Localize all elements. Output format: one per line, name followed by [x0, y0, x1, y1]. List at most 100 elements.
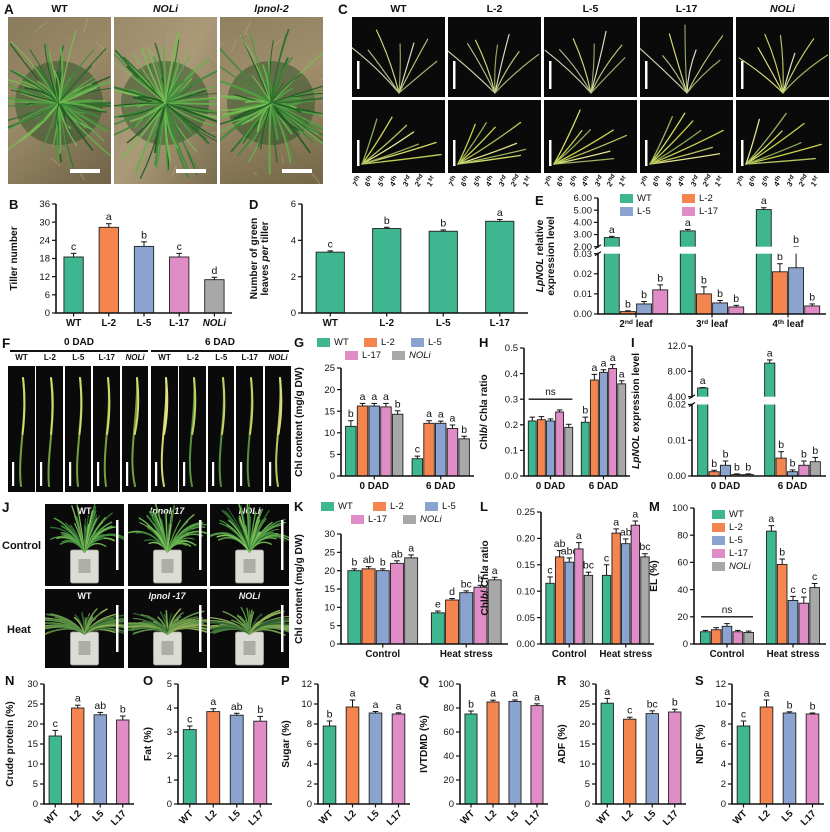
svg-text:L5: L5 — [91, 808, 107, 824]
svg-text:WT: WT — [459, 808, 478, 827]
panel-a-label-noli: NOLi — [152, 3, 179, 15]
svg-text:c: c — [547, 564, 552, 576]
legend-swatch — [351, 515, 364, 524]
svg-text:0: 0 — [449, 799, 454, 810]
grass-clump-image — [114, 31, 217, 179]
legend-item: NOLi — [392, 350, 439, 361]
leaf-photo — [207, 366, 235, 492]
panel-a-label-lpnol2: lpnol-2 — [254, 3, 289, 15]
svg-text:a: a — [373, 699, 379, 711]
svg-text:c: c — [801, 585, 806, 597]
legend-label: L-2 — [729, 522, 743, 533]
svg-text:b: b — [701, 274, 707, 286]
svg-text:0.2: 0.2 — [505, 420, 518, 431]
legend-swatch — [392, 351, 405, 360]
leaf-photo — [36, 366, 63, 492]
svg-text:18: 18 — [39, 254, 50, 265]
svg-text:5: 5 — [330, 450, 335, 461]
svg-text:0: 0 — [585, 799, 590, 810]
svg-text:O: O — [143, 673, 153, 688]
svg-text:2: 2 — [167, 751, 172, 762]
scale-bar — [211, 462, 214, 486]
legend-swatch — [712, 562, 725, 571]
scale-bar — [281, 605, 284, 652]
leaf-photo — [640, 100, 733, 173]
svg-text:a: a — [75, 693, 81, 705]
svg-text:0: 0 — [683, 639, 688, 650]
legend-item: NOLi — [403, 514, 455, 525]
legend-swatch — [317, 338, 330, 347]
chart-R: R WT L2 L5 L17 a c bc b 0 5 10 15 20 25 30 ADF (%) — [557, 673, 686, 828]
scale-bar — [645, 140, 648, 166]
svg-text:6: 6 — [721, 739, 726, 750]
svg-text:80: 80 — [443, 703, 454, 714]
svg-text:c: c — [627, 705, 632, 717]
svg-text:Control: Control — [552, 649, 587, 660]
svg-text:0: 0 — [33, 799, 38, 810]
legend-row: WT — [712, 508, 772, 521]
leaf-rank-label: 1st — [713, 174, 724, 189]
leaf-photo — [640, 17, 733, 97]
svg-text:a: a — [619, 368, 625, 380]
svg-text:M: M — [649, 499, 660, 514]
legend-label: L-2 — [390, 501, 404, 512]
legend-item: L-5 — [411, 337, 458, 348]
svg-text:0.02: 0.02 — [574, 269, 593, 280]
svg-text:Q: Q — [419, 673, 429, 688]
chart-Q: Q WT L2 L5 L17 b a a a 0 20 40 60 80 100 IVTDMD (%) — [419, 673, 548, 828]
svg-text:100: 100 — [672, 503, 688, 514]
legend-item: L-5 — [425, 501, 477, 512]
svg-text:10: 10 — [715, 699, 726, 710]
svg-text:40: 40 — [677, 585, 688, 596]
svg-text:L5: L5 — [643, 808, 659, 824]
chart-B: B WT L-2 L-5 L-17 NOLi c a b c d 0 6 12 18 24 30 36 Tiller… — [9, 197, 232, 329]
legend-row: L-2 — [712, 521, 772, 534]
svg-text:0.1: 0.1 — [505, 446, 518, 457]
leaf-photo — [64, 366, 92, 492]
svg-text:0.01: 0.01 — [574, 289, 593, 300]
legend-label: NOLi — [409, 350, 431, 361]
scale-bar — [645, 61, 648, 89]
chart-P: P WT L2 L5 L17 b a a a 0 2 4 6 8 10 12 Sugar (%) — [281, 673, 410, 828]
svg-text:a: a — [371, 391, 377, 403]
scale-bar — [357, 61, 360, 89]
svg-text:0 DAD: 0 DAD — [360, 481, 389, 492]
panel-f-column-label: NOLi — [125, 353, 145, 362]
svg-text:L17: L17 — [109, 808, 129, 828]
svg-text:a: a — [609, 224, 615, 236]
svg-text:bc: bc — [647, 698, 658, 710]
leaf-rank-label: 1st — [617, 174, 628, 189]
svg-text:2: 2 — [291, 272, 296, 283]
svg-text:6: 6 — [307, 739, 312, 750]
svg-text:a: a — [426, 408, 432, 420]
panel-j-row-heat: Heat — [7, 624, 31, 636]
scale-bar — [70, 169, 100, 173]
svg-text:L17: L17 — [247, 808, 267, 828]
panel-f-column-label: L-2 — [186, 353, 199, 362]
svg-text:b: b — [440, 217, 446, 229]
leaf-photo — [736, 17, 829, 97]
svg-text:abc: abc — [561, 545, 578, 557]
svg-text:Sugar (%): Sugar (%) — [281, 720, 292, 768]
svg-text:L17: L17 — [799, 808, 819, 828]
legend-row: WT L-2 L-5 — [317, 336, 458, 349]
svg-text:20: 20 — [27, 719, 38, 730]
plant-photo — [114, 17, 217, 184]
svg-text:Chlb/ Chla ratio: Chlb/ Chla ratio — [480, 540, 491, 615]
svg-text:30: 30 — [324, 529, 335, 540]
scale-bar — [281, 520, 284, 570]
scale-bar — [198, 520, 201, 570]
svg-text:0.00: 0.00 — [517, 639, 536, 650]
svg-text:3.00: 3.00 — [574, 230, 593, 241]
svg-text:b: b — [348, 408, 354, 420]
svg-text:c: c — [812, 571, 817, 583]
svg-text:b: b — [733, 293, 739, 305]
svg-text:L5: L5 — [366, 808, 382, 824]
svg-text:WT: WT — [66, 318, 81, 329]
svg-text:NDF (%): NDF (%) — [695, 724, 706, 764]
svg-text:12.0: 12.0 — [668, 341, 687, 352]
